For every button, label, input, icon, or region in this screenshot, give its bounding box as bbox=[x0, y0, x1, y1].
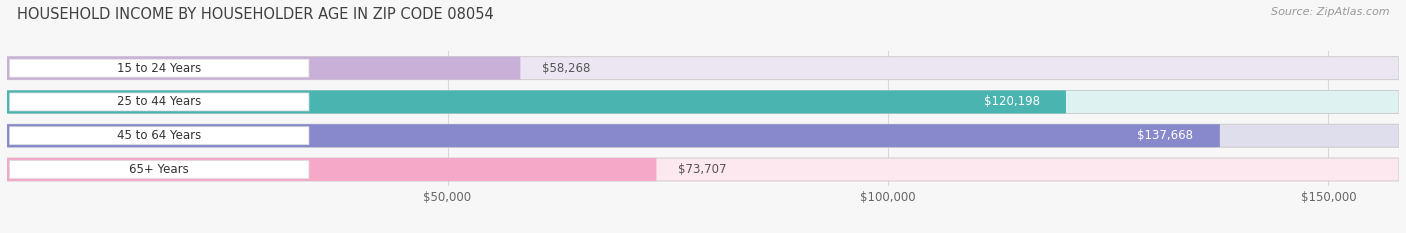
Text: 45 to 64 Years: 45 to 64 Years bbox=[117, 129, 201, 142]
Text: $137,668: $137,668 bbox=[1137, 129, 1194, 142]
FancyBboxPatch shape bbox=[7, 90, 1066, 113]
FancyBboxPatch shape bbox=[10, 93, 309, 111]
FancyBboxPatch shape bbox=[7, 57, 520, 80]
Text: 65+ Years: 65+ Years bbox=[129, 163, 190, 176]
Text: $73,707: $73,707 bbox=[678, 163, 727, 176]
Text: 25 to 44 Years: 25 to 44 Years bbox=[117, 96, 201, 108]
FancyBboxPatch shape bbox=[7, 57, 1399, 80]
Text: HOUSEHOLD INCOME BY HOUSEHOLDER AGE IN ZIP CODE 08054: HOUSEHOLD INCOME BY HOUSEHOLDER AGE IN Z… bbox=[17, 7, 494, 22]
FancyBboxPatch shape bbox=[10, 59, 309, 77]
FancyBboxPatch shape bbox=[10, 127, 309, 145]
FancyBboxPatch shape bbox=[10, 161, 309, 178]
FancyBboxPatch shape bbox=[7, 158, 657, 181]
Text: $58,268: $58,268 bbox=[543, 62, 591, 75]
Text: Source: ZipAtlas.com: Source: ZipAtlas.com bbox=[1271, 7, 1389, 17]
Text: 15 to 24 Years: 15 to 24 Years bbox=[117, 62, 201, 75]
FancyBboxPatch shape bbox=[7, 158, 1399, 181]
FancyBboxPatch shape bbox=[7, 124, 1399, 147]
FancyBboxPatch shape bbox=[7, 90, 1399, 113]
Text: $120,198: $120,198 bbox=[984, 96, 1039, 108]
FancyBboxPatch shape bbox=[7, 124, 1220, 147]
